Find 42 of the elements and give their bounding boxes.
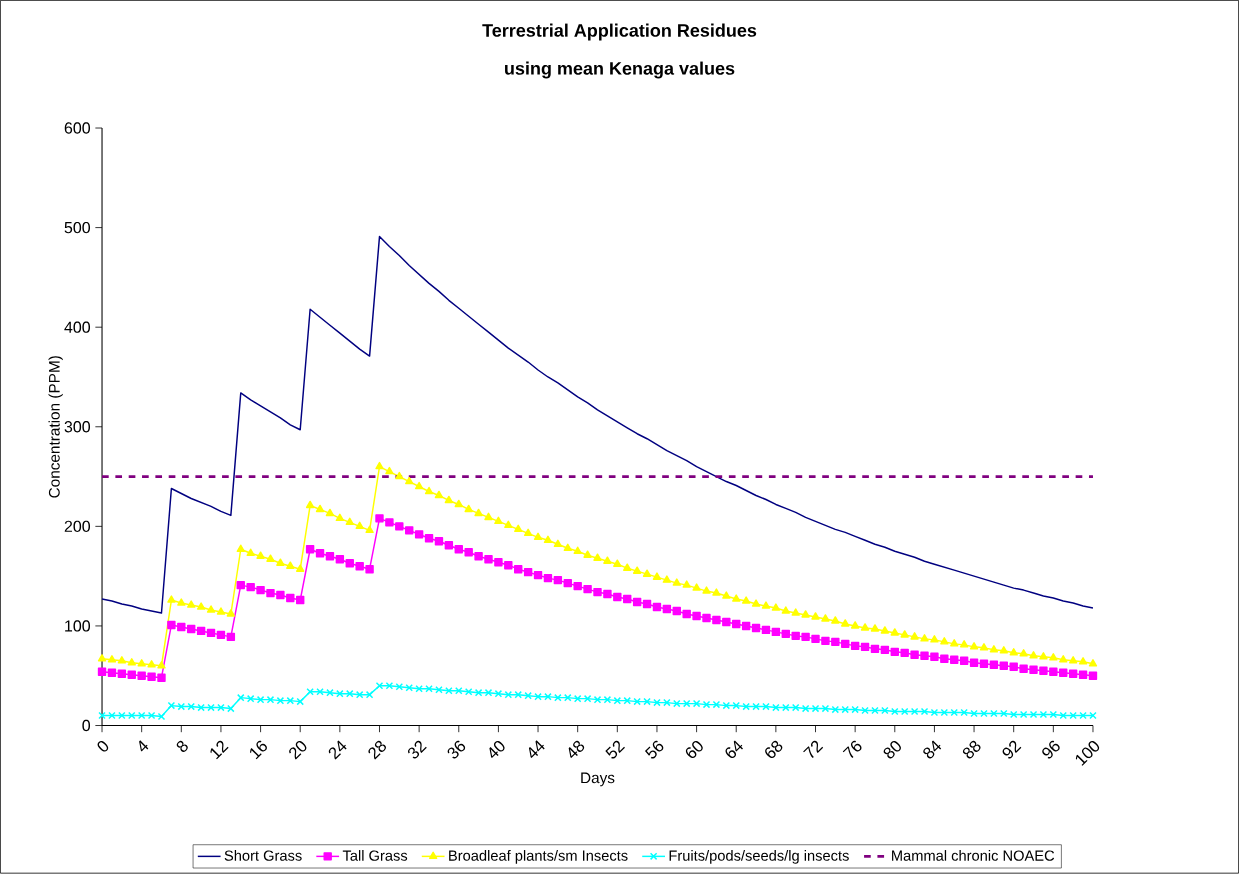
x-tick-label: 36 bbox=[447, 741, 466, 759]
x-tick-label: 4 bbox=[139, 740, 149, 752]
x-tick-label: 12 bbox=[210, 741, 229, 760]
legend-label: Fruits/pods/seeds/lg insects bbox=[669, 850, 849, 864]
y-tick-label: 300 bbox=[64, 421, 91, 433]
x-tick-label: 100 bbox=[1075, 741, 1100, 767]
legend-label: Mammal chronic NOAEC bbox=[892, 850, 1055, 862]
x-tick-label: 56 bbox=[644, 741, 664, 759]
x-tick-label: 24 bbox=[328, 740, 347, 760]
legend-label: Broadleaf plants/sm Insects bbox=[449, 850, 628, 864]
x-tick-label: 20 bbox=[289, 741, 307, 760]
x-tick-label: 32 bbox=[407, 741, 427, 759]
x-tick-label: 92 bbox=[1002, 741, 1022, 759]
x-tick-label: 40 bbox=[489, 741, 505, 759]
x-tick-label: 0 bbox=[97, 741, 109, 752]
y-tick-label: 200 bbox=[64, 520, 91, 533]
x-tick-label: 52 bbox=[605, 741, 625, 759]
x-tick-label: 28 bbox=[368, 741, 386, 760]
x-tick-label: 44 bbox=[528, 740, 545, 759]
x-tick-label: 60 bbox=[685, 741, 703, 759]
x-tick-label: 76 bbox=[842, 741, 862, 759]
x-tick-label: 88 bbox=[962, 741, 981, 759]
x-tick-label: 8 bbox=[176, 741, 188, 753]
y-tick-label: 600 bbox=[64, 122, 91, 134]
x-tick-label: 84 bbox=[923, 740, 942, 759]
y-axis-title: Concentration (PPM) bbox=[48, 356, 63, 498]
y-tick-label: 0 bbox=[82, 720, 91, 732]
x-tick-label: 48 bbox=[568, 741, 585, 759]
x-tick-label: 72 bbox=[803, 741, 824, 759]
chart-subtitle: using mean Kenaga values bbox=[505, 61, 735, 79]
legend-label: Short Grass bbox=[224, 850, 302, 862]
chart-title: Terrestrial Application Residues bbox=[482, 23, 757, 41]
y-tick-label: 500 bbox=[64, 222, 91, 234]
x-tick-label: 80 bbox=[883, 741, 901, 759]
y-tick-label: 100 bbox=[65, 620, 91, 632]
x-tick-label: 96 bbox=[1042, 741, 1060, 759]
y-tick-label: 400 bbox=[64, 321, 91, 334]
x-axis-title: Days bbox=[581, 772, 615, 787]
x-tick-label: 16 bbox=[250, 741, 267, 760]
x-tick-label: 64 bbox=[725, 740, 743, 759]
x-tick-label: 68 bbox=[765, 741, 783, 759]
legend-label: Tall Grass bbox=[342, 850, 408, 862]
